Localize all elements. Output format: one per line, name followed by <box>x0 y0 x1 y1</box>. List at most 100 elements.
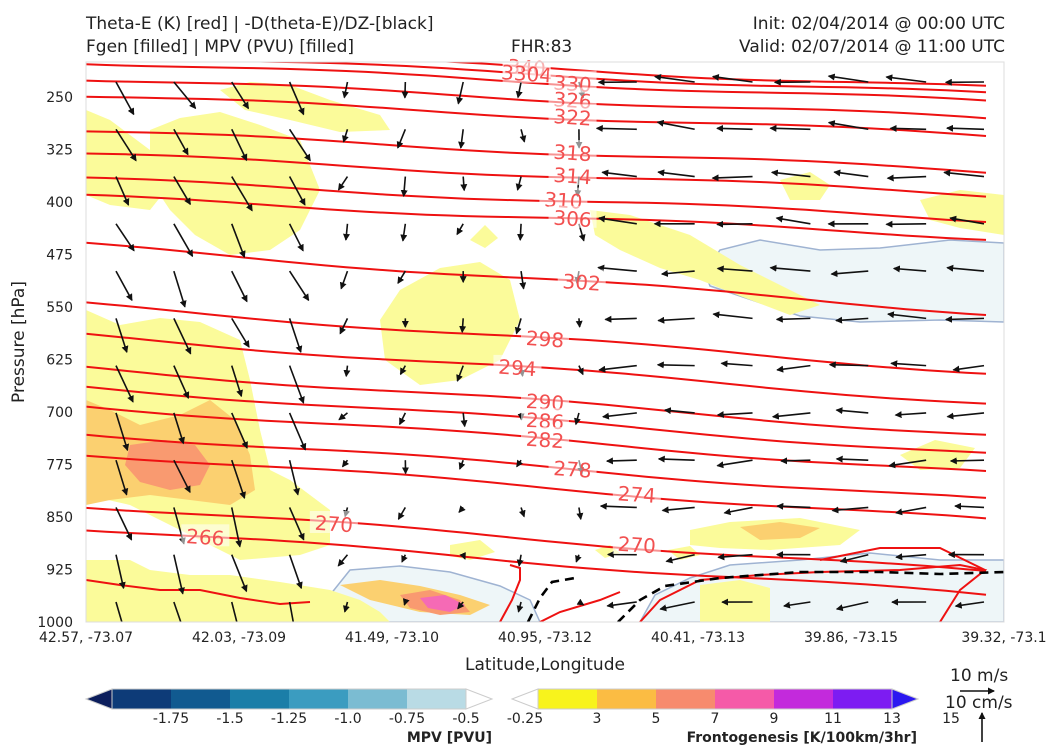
title-line-2: Fgen [filled] | MPV (PVU) [filled] <box>86 37 355 57</box>
wind-vector <box>515 176 523 191</box>
colorbar-segment <box>230 689 290 709</box>
wind-vector <box>723 506 753 516</box>
wind-vector <box>717 553 753 561</box>
contour-label-bg <box>521 326 569 349</box>
wind-vector <box>458 459 466 470</box>
wind-vector <box>887 311 927 320</box>
colorbar-segment <box>538 689 598 709</box>
y-tick-label: 850 <box>46 510 73 526</box>
colorbar-segment <box>348 689 408 709</box>
wind-vector <box>173 459 191 494</box>
x-tick-label: 42.03, -73.09 <box>192 630 286 646</box>
filled-fields <box>86 82 1004 622</box>
wind-vector <box>949 457 985 465</box>
colorbar-tick-label: -1.5 <box>216 711 243 727</box>
wind-vector <box>115 223 135 252</box>
y-axis-label: Pressure [hPa] <box>9 281 29 403</box>
wind-vector <box>894 411 927 419</box>
wind-vector <box>885 74 927 83</box>
wind-vector <box>342 223 350 241</box>
y-tick-label: 625 <box>46 353 73 369</box>
theta-e-line <box>86 506 987 572</box>
wind-vector <box>892 265 927 273</box>
y-tick-label: 400 <box>46 195 73 211</box>
valid-time: Valid: 02/07/2014 @ 11:00 UTC <box>739 37 1005 57</box>
y-tick-label: 475 <box>46 248 73 264</box>
wind-vector <box>716 411 753 419</box>
wind-vector <box>952 364 985 373</box>
wind-vector <box>657 316 695 324</box>
colorbar-segment <box>112 689 172 709</box>
wind-vector <box>231 176 253 212</box>
wind-vector <box>230 223 246 259</box>
wind-vector <box>173 318 192 355</box>
wind-vector <box>575 554 582 563</box>
theta-e-line <box>86 241 987 316</box>
wind-vector <box>341 459 350 468</box>
wind-vector <box>770 169 811 178</box>
wind-vector <box>886 174 927 182</box>
colorbar-tick-label: 11 <box>824 711 842 727</box>
mpv-colorbar: -1.75 -1.5 -1.25 -1.0 -0.75 -0.5 -0.25 <box>84 688 543 727</box>
colorbar-tick-label: 13 <box>883 711 901 727</box>
wind-vector <box>115 318 129 354</box>
wind-vectors <box>115 73 985 622</box>
wind-vector <box>605 457 637 465</box>
contour-label: 274 <box>617 481 657 508</box>
wind-vector <box>601 169 637 178</box>
wind-vector <box>516 554 524 567</box>
wind-vector <box>656 361 695 369</box>
wind-vector <box>946 124 985 132</box>
wind-vector <box>516 601 524 613</box>
contour-label-bg <box>548 87 597 110</box>
x-tick-label: 40.95, -73.12 <box>498 630 592 646</box>
wind-vector <box>657 455 695 463</box>
wind-vector <box>456 223 464 236</box>
wind-vector <box>769 264 811 272</box>
wind-vector <box>288 554 303 590</box>
y-tick-label: 550 <box>46 300 73 316</box>
contour-label: 3304 <box>500 60 552 87</box>
wind-vector <box>288 81 305 116</box>
wind-vector <box>456 365 464 382</box>
colorbar-segment <box>289 689 349 709</box>
wind-vector <box>343 365 351 378</box>
wind-vector <box>830 270 869 278</box>
wind-vector <box>460 176 468 192</box>
wind-vector <box>401 554 408 563</box>
contour-label-bg <box>181 524 230 547</box>
wind-vector <box>599 502 637 510</box>
wind-vector <box>835 455 869 463</box>
colorbar-frame <box>537 688 893 710</box>
wind-vector <box>515 81 523 99</box>
wind-vector <box>598 364 637 373</box>
wind-vector <box>288 128 311 162</box>
wind-vector <box>397 507 407 520</box>
wind-vector <box>519 270 527 290</box>
x-tick-label: 41.49, -73.10 <box>345 630 439 646</box>
wind-vector <box>659 601 695 612</box>
wind-vector <box>888 459 927 469</box>
colorbar-tick-label: 3 <box>593 711 602 727</box>
wind-vector <box>115 176 130 206</box>
theta-e-line <box>86 63 987 102</box>
x-tick-label: 39.32, -73.1 <box>961 630 1046 646</box>
wind-vector <box>173 412 185 445</box>
contour-label: 294 <box>498 355 538 382</box>
wind-vector <box>339 318 349 335</box>
wind-vector <box>771 412 811 420</box>
theta-e-line <box>86 152 987 198</box>
wind-vector <box>711 174 753 182</box>
contour-label: 322 <box>553 104 593 131</box>
wind-vector <box>654 73 695 83</box>
wind-vector <box>115 601 123 622</box>
contour-label-bg <box>521 389 569 412</box>
colorbar-extend-left <box>84 688 113 710</box>
wind-vector <box>230 365 243 398</box>
contour-label-bg <box>612 532 661 554</box>
wind-vector <box>400 176 408 198</box>
wind-vector <box>115 270 133 302</box>
fgen-9-11 <box>420 595 465 612</box>
wind-vector <box>230 507 243 548</box>
